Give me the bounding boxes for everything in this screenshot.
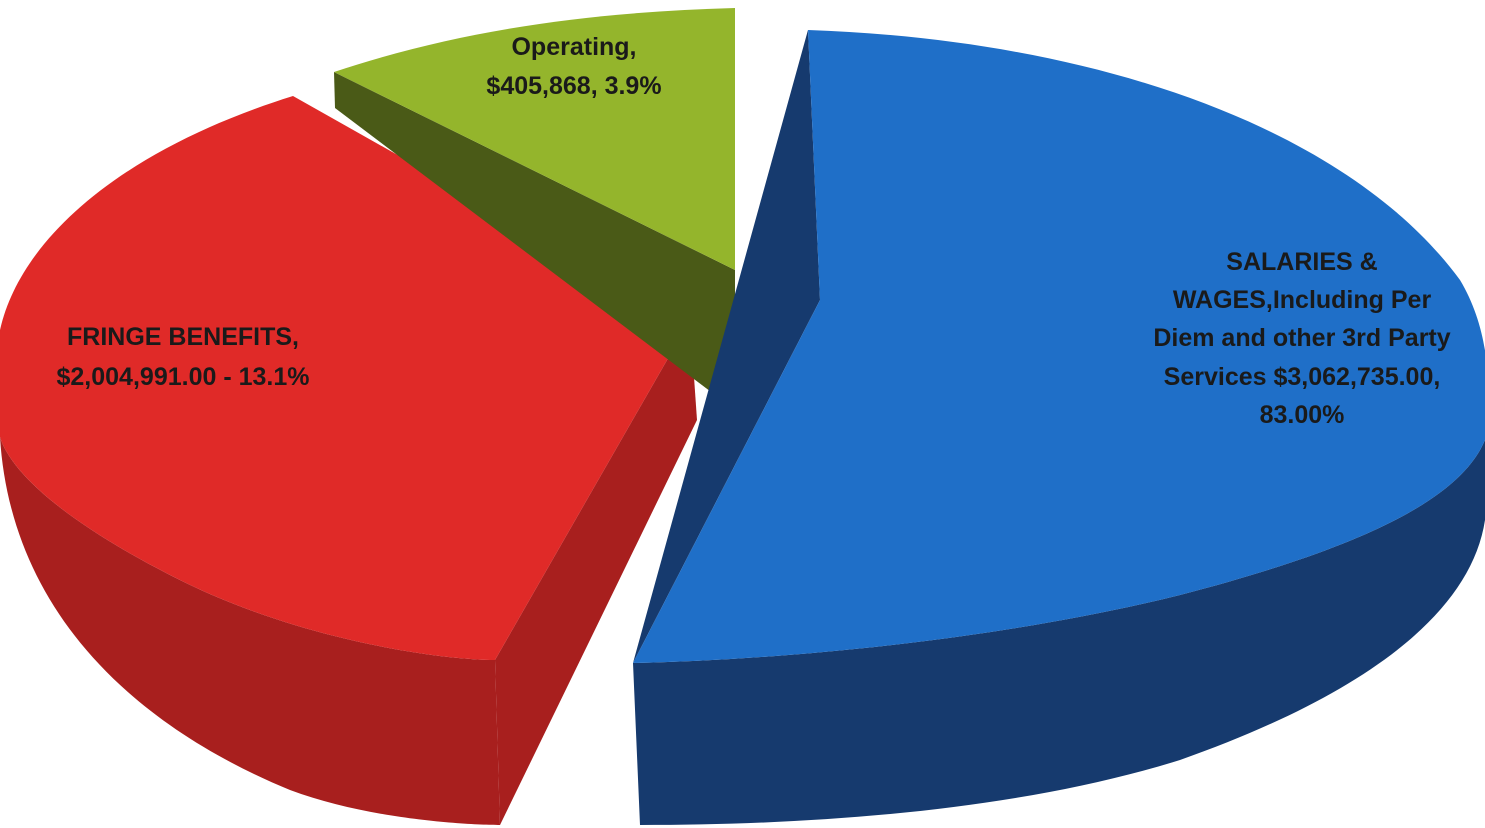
slice-label-line: SALARIES & (1226, 248, 1377, 276)
slice-label-line: 83.00% (1260, 401, 1345, 429)
slice-label-fringe-benefits: FRINGE BENEFITS, $2,004,991.00 - 13.1% (57, 323, 310, 391)
slice-label-line: WAGES,Including Per (1173, 286, 1432, 314)
pie-slice-fringe-benefits-right-wall (495, 320, 697, 825)
pie-slice-operating-side (334, 72, 735, 410)
pie-slice-salaries-wages-left-wall (633, 30, 820, 663)
pie-slice-operating-top (334, 8, 735, 270)
slice-label-line: FRINGE BENEFITS, (67, 323, 299, 351)
slice-label-salaries-wages: SALARIES & WAGES,Including Per Diem and … (1153, 248, 1450, 429)
slice-label-line: Services $3,062,735.00, (1164, 363, 1441, 391)
slice-label-line: Diem and other 3rd Party (1153, 324, 1450, 352)
pie-slice-salaries-wages-top (633, 30, 1485, 663)
slice-label-line: $405,868, 3.9% (486, 72, 661, 100)
pie-slice-salaries-wages-side (633, 440, 1485, 825)
slice-label-operating: Operating, $405,868, 3.9% (486, 33, 661, 100)
pie-slice-fringe-benefits-side (0, 437, 500, 825)
slice-label-line: $2,004,991.00 - 13.1% (57, 363, 310, 391)
pie-slice-operating (334, 8, 735, 410)
pie-slice-salaries-wages (633, 30, 1485, 825)
slice-label-line: Operating, (511, 33, 636, 61)
